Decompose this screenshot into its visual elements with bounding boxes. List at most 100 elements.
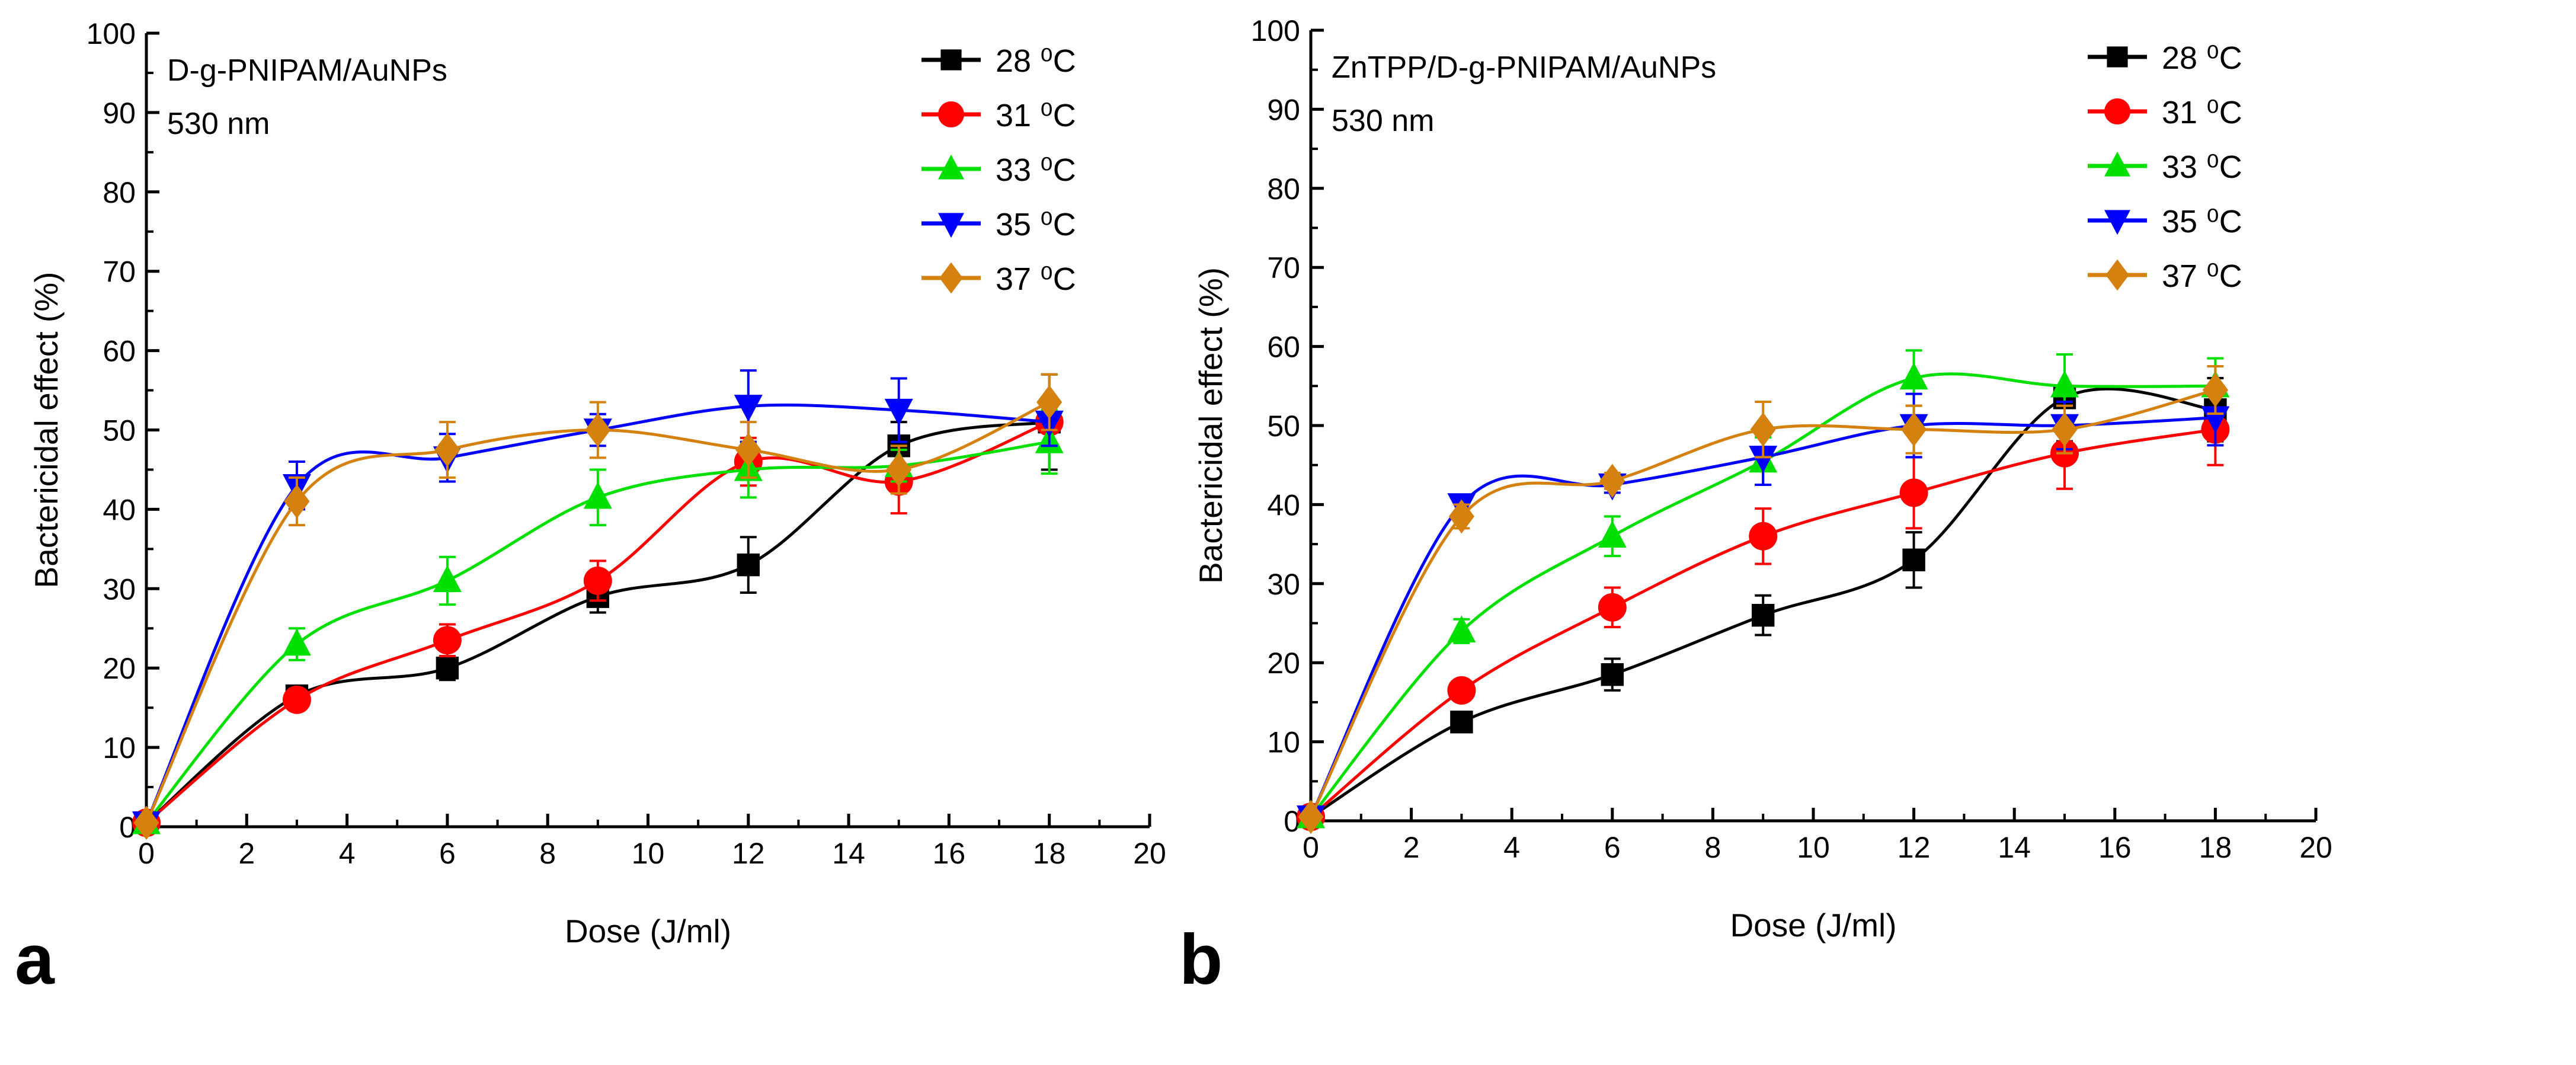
marker-triangle-up	[1899, 362, 1928, 390]
marker-circle	[433, 626, 462, 655]
marker-triangle-down	[938, 213, 964, 238]
x-tick-label: 12	[1897, 831, 1931, 864]
x-tick-label: 14	[1998, 831, 2031, 864]
marker-circle	[938, 101, 964, 127]
x-tick-label: 0	[138, 837, 155, 870]
marker-diamond	[1036, 385, 1063, 420]
marker-square	[2107, 46, 2128, 68]
marker-square	[1902, 548, 1925, 571]
marker-triangle-up	[282, 628, 311, 656]
legend-item: 28 ⁰C	[2088, 40, 2242, 76]
panel-annotation: 530 nm	[167, 107, 270, 141]
marker-square	[1752, 603, 1775, 627]
legend-label: 35 ⁰C	[2162, 204, 2242, 239]
legend-label: 28 ⁰C	[2162, 40, 2242, 76]
marker-diamond	[939, 262, 963, 294]
x-axis-title: Dose (J/ml)	[565, 913, 731, 949]
marker-circle	[1749, 522, 1778, 551]
marker-diamond	[284, 484, 310, 519]
legend-label: 33 ⁰C	[996, 152, 1076, 188]
y-tick-label: 70	[103, 255, 136, 289]
marker-triangle-up	[938, 154, 964, 180]
marker-circle	[282, 685, 311, 714]
marker-diamond	[1448, 499, 1474, 534]
y-tick-label: 80	[1267, 172, 1300, 206]
series-2	[132, 409, 1064, 834]
x-tick-label: 10	[1797, 831, 1830, 864]
y-tick-label: 20	[103, 652, 136, 685]
x-tick-label: 12	[732, 837, 765, 870]
marker-diamond	[1599, 463, 1625, 498]
y-tick-label: 90	[103, 97, 136, 130]
y-tick-label: 40	[103, 493, 136, 526]
marker-square	[436, 657, 459, 680]
legend-label: 31 ⁰C	[996, 98, 1076, 133]
series-4	[133, 373, 1063, 840]
y-tick-label: 100	[1251, 14, 1300, 47]
x-tick-label: 6	[1604, 831, 1621, 864]
panel-letter: b	[1179, 920, 1223, 999]
legend-item: 31 ⁰C	[921, 98, 1076, 133]
marker-diamond	[585, 412, 611, 447]
x-tick-label: 4	[339, 837, 356, 870]
y-tick-label: 50	[1267, 410, 1300, 443]
marker-diamond	[1750, 412, 1776, 447]
y-tick-label: 40	[1267, 488, 1300, 522]
marker-triangle-down	[1749, 446, 1778, 473]
y-tick-label: 80	[103, 176, 136, 209]
legend-label: 35 ⁰C	[996, 207, 1076, 242]
y-tick-label: 70	[1267, 251, 1300, 284]
x-tick-label: 10	[632, 837, 665, 870]
marker-square	[1450, 711, 1473, 734]
x-axis-title: Dose (J/ml)	[1730, 907, 1896, 944]
y-axis-title: Bactericidal effect (%)	[1192, 267, 1229, 584]
x-tick-label: 18	[1033, 837, 1066, 870]
series-4	[1298, 364, 2228, 834]
marker-circle	[583, 566, 612, 595]
marker-triangle-up	[1598, 520, 1627, 548]
marker-diamond	[434, 433, 460, 467]
marker-diamond	[735, 433, 761, 467]
y-tick-label: 20	[1267, 647, 1300, 680]
marker-circle	[2104, 98, 2130, 124]
x-tick-label: 20	[2299, 831, 2332, 864]
y-tick-label: 30	[1267, 568, 1300, 601]
panel-annotation: 530 nm	[1332, 104, 1434, 138]
legend-item: 33 ⁰C	[2088, 149, 2242, 185]
marker-triangle-up	[2104, 151, 2130, 177]
panel-annotation: ZnTPP/D-g-PNIPAM/AuNPs	[1332, 50, 1716, 85]
x-tick-label: 18	[2199, 831, 2232, 864]
marker-square	[737, 553, 760, 577]
legend-label: 33 ⁰C	[2162, 149, 2242, 185]
panel-annotation: D-g-PNIPAM/AuNPs	[167, 53, 447, 88]
marker-circle	[1899, 478, 1928, 507]
legend-label: 28 ⁰C	[996, 43, 1076, 79]
x-tick-label: 6	[439, 837, 456, 870]
marker-triangle-down	[884, 398, 913, 426]
x-tick-label: 8	[539, 837, 556, 870]
x-tick-label: 2	[1403, 831, 1420, 864]
legend-label: 31 ⁰C	[2162, 95, 2242, 130]
panel-b: 0 2 4 6 8 10 12 14 16 18 200102030405060708090100D…	[1179, 14, 2332, 999]
panel-a: 0 2 4 6 8 10 12 14 16 18 200102030405060708090100D…	[15, 17, 1166, 999]
marker-diamond	[886, 452, 912, 487]
x-tick-label: 16	[2098, 831, 2132, 864]
marker-triangle-up	[2050, 370, 2079, 398]
x-tick-label: 16	[933, 837, 966, 870]
marker-triangle-up	[1447, 615, 1476, 643]
marker-square	[1601, 663, 1624, 686]
fit-curve	[1309, 416, 2216, 818]
legend-item: 31 ⁰C	[2088, 95, 2242, 130]
x-tick-label: 8	[1704, 831, 1721, 864]
y-tick-label: 10	[103, 731, 136, 765]
legend-item: 37 ⁰C	[2088, 258, 2242, 294]
marker-triangle-down	[2104, 210, 2130, 235]
x-tick-label: 14	[832, 837, 865, 870]
y-tick-label: 30	[103, 573, 136, 606]
marker-triangle-up	[583, 481, 612, 509]
y-tick-label: 100	[87, 17, 136, 50]
x-tick-label: 0	[1303, 831, 1319, 864]
legend-label: 37 ⁰C	[2162, 258, 2242, 294]
marker-diamond	[2052, 412, 2078, 447]
